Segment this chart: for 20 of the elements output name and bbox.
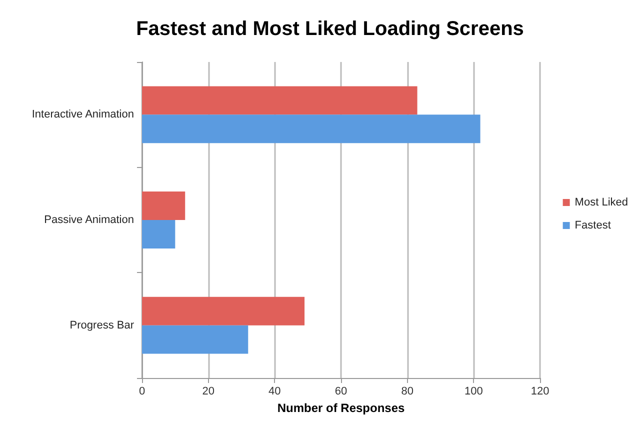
bar [142, 192, 186, 220]
x-tick-label: 100 [464, 386, 483, 398]
x-tick-label: 40 [268, 386, 281, 398]
bar [142, 220, 176, 248]
bar [142, 325, 248, 354]
x-tick-label: 80 [401, 386, 414, 398]
x-tick-label: 60 [334, 386, 348, 398]
chart-title: Fastest and Most Liked Loading Screens [136, 18, 524, 40]
x-tick-label: 20 [202, 386, 214, 398]
bar [142, 296, 305, 326]
x-tick-label: 120 [530, 386, 550, 398]
y-tick-label: Interactive Animation [32, 108, 134, 121]
bar [142, 114, 480, 144]
legend-label: Most Liked [574, 196, 628, 208]
legend-label: Fastest [574, 220, 611, 232]
y-tick-label: Passive Animation [44, 214, 134, 226]
bar [142, 86, 418, 115]
x-tick-label: 0 [138, 386, 146, 398]
x-axis-title: Number of Responses [277, 401, 406, 415]
y-tick-label: Progress Bar [70, 319, 134, 332]
